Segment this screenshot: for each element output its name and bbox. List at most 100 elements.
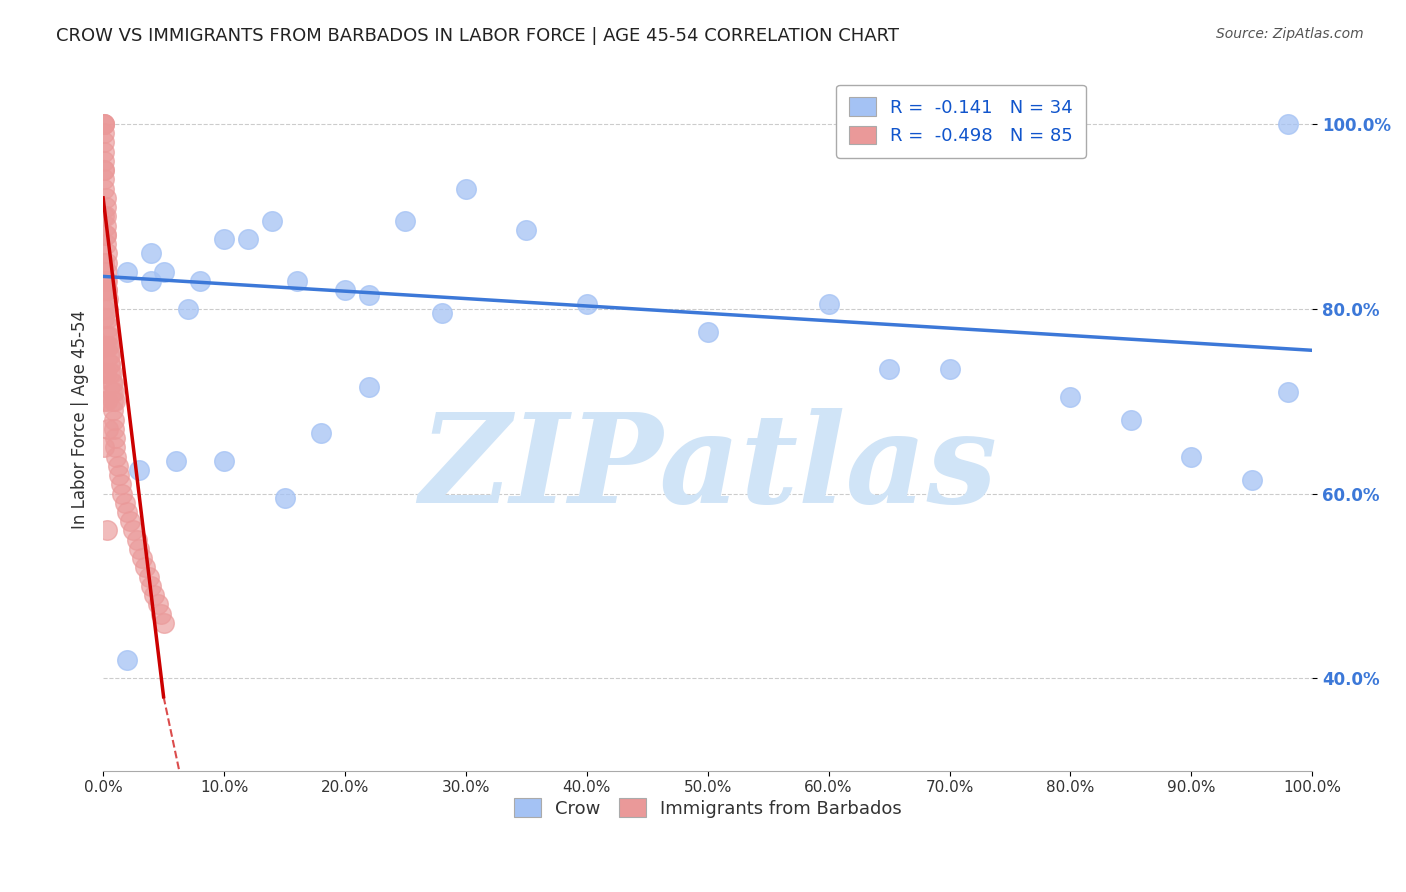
Point: [515, 223, 537, 237]
Point: [212, 232, 235, 246]
Point: [94, 237, 117, 252]
Point: [96, 255, 118, 269]
Point: [285, 274, 308, 288]
Point: [100, 384, 122, 399]
Point: [122, 524, 145, 538]
Point: [117, 505, 139, 519]
Point: [97, 301, 120, 316]
Point: [177, 301, 200, 316]
Point: [96, 274, 118, 288]
Point: [101, 394, 124, 409]
Point: [359, 380, 381, 394]
Point: [125, 533, 148, 547]
Text: ZIPatlas: ZIPatlas: [419, 408, 997, 530]
Point: [141, 246, 163, 260]
Point: [93, 117, 115, 131]
Point: [94, 210, 117, 224]
Point: [97, 339, 120, 353]
Point: [97, 310, 120, 325]
Point: [97, 293, 120, 307]
Point: [128, 541, 150, 556]
Point: [108, 468, 131, 483]
Y-axis label: In Labor Force | Age 45-54: In Labor Force | Age 45-54: [72, 310, 89, 529]
Point: [1180, 450, 1202, 464]
Point: [1119, 412, 1142, 426]
Point: [94, 367, 117, 381]
Point: [98, 329, 121, 343]
Point: [333, 283, 356, 297]
Point: [142, 588, 165, 602]
Point: [262, 214, 284, 228]
Point: [1240, 473, 1263, 487]
Point: [104, 440, 127, 454]
Point: [141, 274, 163, 288]
Point: [817, 297, 839, 311]
Point: [97, 422, 120, 436]
Text: Source: ZipAtlas.com: Source: ZipAtlas.com: [1216, 27, 1364, 41]
Point: [96, 283, 118, 297]
Point: [93, 163, 115, 178]
Point: [93, 153, 115, 168]
Point: [212, 454, 235, 468]
Point: [430, 306, 453, 320]
Point: [98, 320, 121, 334]
Point: [94, 227, 117, 242]
Point: [165, 454, 187, 468]
Point: [1277, 117, 1299, 131]
Point: [93, 181, 115, 195]
Point: [238, 232, 260, 246]
Point: [877, 361, 900, 376]
Point: [100, 367, 122, 381]
Point: [100, 376, 122, 390]
Point: [188, 274, 211, 288]
Point: [273, 491, 295, 505]
Point: [117, 265, 139, 279]
Point: [152, 615, 174, 630]
Point: [938, 361, 960, 376]
Point: [94, 219, 117, 233]
Point: [454, 181, 477, 195]
Point: [696, 325, 718, 339]
Point: [104, 431, 127, 445]
Point: [96, 265, 118, 279]
Point: [94, 274, 117, 288]
Point: [93, 339, 115, 353]
Point: [100, 367, 122, 381]
Point: [93, 440, 115, 454]
Text: CROW VS IMMIGRANTS FROM BARBADOS IN LABOR FORCE | AGE 45-54 CORRELATION CHART: CROW VS IMMIGRANTS FROM BARBADOS IN LABO…: [56, 27, 900, 45]
Point: [359, 288, 381, 302]
Point: [100, 357, 122, 371]
Point: [150, 607, 173, 621]
Point: [394, 214, 416, 228]
Point: [114, 496, 136, 510]
Point: [1277, 384, 1299, 399]
Point: [93, 117, 115, 131]
Point: [134, 560, 156, 574]
Point: [94, 339, 117, 353]
Point: [93, 283, 115, 297]
Point: [131, 551, 153, 566]
Point: [101, 376, 124, 390]
Point: [141, 579, 163, 593]
Point: [111, 486, 134, 500]
Point: [146, 598, 169, 612]
Point: [100, 348, 122, 362]
Point: [93, 163, 115, 178]
Point: [110, 477, 132, 491]
Point: [93, 210, 115, 224]
Point: [96, 283, 118, 297]
Point: [94, 367, 117, 381]
Point: [309, 426, 332, 441]
Point: [138, 569, 160, 583]
Legend: Crow, Immigrants from Barbados: Crow, Immigrants from Barbados: [506, 791, 910, 825]
Point: [105, 450, 128, 464]
Point: [1059, 390, 1081, 404]
Point: [107, 458, 129, 473]
Point: [93, 255, 115, 269]
Point: [103, 412, 125, 426]
Point: [93, 310, 115, 325]
Point: [103, 384, 125, 399]
Point: [93, 117, 115, 131]
Point: [98, 348, 121, 362]
Point: [93, 136, 115, 150]
